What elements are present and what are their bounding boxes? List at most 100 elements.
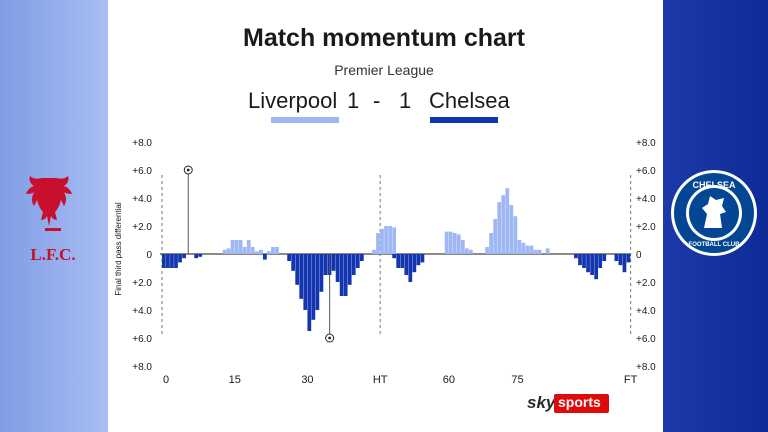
- home-bar: [246, 240, 251, 254]
- y-tick-label-left: +2.0: [132, 278, 152, 289]
- y-tick-label-left: +8.0: [132, 362, 152, 373]
- home-bar: [469, 249, 473, 254]
- away-bar: [343, 254, 348, 296]
- away-bar: [166, 254, 170, 268]
- crest-text: L.F.C.: [30, 245, 75, 264]
- home-bar: [517, 240, 522, 254]
- away-score: 1: [399, 88, 412, 113]
- away-bar: [412, 254, 417, 273]
- away-bar: [602, 254, 607, 261]
- y-tick-label-right: +2.0: [636, 222, 656, 233]
- x-tick-label: 0: [163, 374, 169, 386]
- home-bar: [460, 240, 465, 254]
- football-icon-center: [186, 168, 190, 172]
- away-bar: [396, 254, 401, 268]
- away-bar: [590, 254, 594, 275]
- sports-logo-text: sports: [558, 394, 601, 410]
- home-bar: [238, 240, 243, 254]
- home-bar: [521, 242, 526, 254]
- y-tick-label-right: +4.0: [636, 306, 656, 317]
- football-icon-center: [328, 336, 332, 340]
- y-tick-label-left: 0: [146, 250, 152, 261]
- home-bar: [258, 249, 263, 254]
- away-bar: [574, 254, 578, 259]
- y-tick-label-left: +4.0: [132, 194, 152, 205]
- y-axis-label: Final third pass differential: [114, 202, 123, 295]
- x-tick-label: 15: [229, 374, 241, 386]
- away-bar: [323, 254, 328, 275]
- away-bar: [586, 254, 590, 273]
- home-bar: [275, 247, 279, 254]
- home-bar: [234, 240, 239, 254]
- y-tick-label-left: +4.0: [132, 306, 152, 317]
- away-bar: [319, 254, 324, 292]
- home-bar: [497, 202, 502, 254]
- home-bar: [242, 247, 247, 254]
- away-bar: [582, 254, 586, 268]
- away-legend-swatch: [430, 117, 498, 123]
- away-bar: [291, 254, 296, 271]
- y-tick-label-right: +8.0: [636, 138, 656, 149]
- home-score: 1: [347, 88, 360, 113]
- y-tick-label-right: +6.0: [636, 334, 656, 345]
- away-bar: [618, 254, 623, 266]
- home-bar: [529, 245, 534, 254]
- home-bar: [533, 249, 538, 254]
- crest-text-top: CHELSEA: [692, 180, 736, 190]
- liverpool-crest-icon: L.F.C.: [26, 176, 76, 264]
- away-bar: [420, 254, 425, 263]
- home-bar: [388, 226, 392, 254]
- home-bar: [545, 248, 550, 254]
- y-tick-label-left: +2.0: [132, 222, 152, 233]
- away-bar: [303, 254, 308, 310]
- away-bar: [162, 254, 166, 268]
- x-tick-label: FT: [624, 374, 638, 386]
- away-bar: [359, 254, 364, 261]
- away-bar: [594, 254, 599, 280]
- away-bar: [408, 254, 413, 282]
- away-bar: [170, 254, 174, 268]
- home-bar: [226, 248, 231, 254]
- home-team-name: Liverpool: [248, 88, 338, 113]
- away-bar: [355, 254, 360, 268]
- sky-logo-text: sky: [527, 393, 556, 412]
- away-bar: [331, 254, 336, 271]
- y-tick-label-left: +6.0: [132, 334, 152, 345]
- home-bar: [485, 247, 489, 254]
- y-tick-label-left: +8.0: [132, 138, 152, 149]
- home-legend-swatch: [271, 117, 339, 123]
- home-bar: [271, 247, 275, 254]
- home-bar: [380, 228, 384, 254]
- away-bar: [392, 254, 397, 259]
- y-tick-label-right: +8.0: [636, 362, 656, 373]
- away-bar: [416, 254, 421, 266]
- y-tick-label-right: +4.0: [636, 194, 656, 205]
- y-tick-label-right: +6.0: [636, 166, 656, 177]
- sky-sports-logo: sky sports: [527, 393, 609, 413]
- x-tick-label: 75: [511, 374, 523, 386]
- home-bar: [376, 233, 380, 254]
- away-bar: [295, 254, 300, 285]
- home-bar: [456, 234, 461, 254]
- away-bar: [315, 254, 320, 310]
- home-bar: [509, 205, 514, 254]
- home-bar: [513, 216, 518, 254]
- crest-text-bottom: FOOTBALL CLUB: [689, 242, 741, 248]
- away-bar: [578, 254, 582, 266]
- home-bar: [525, 245, 530, 254]
- home-bar: [505, 188, 510, 254]
- score-separator: -: [373, 88, 381, 113]
- home-bar: [465, 248, 469, 254]
- away-team-name: Chelsea: [429, 88, 510, 113]
- home-bar: [267, 251, 271, 254]
- away-bar: [622, 254, 627, 273]
- x-tick-label: 30: [301, 374, 313, 386]
- home-bar: [254, 251, 259, 254]
- away-bar: [263, 254, 267, 260]
- home-bar: [501, 195, 506, 254]
- home-bar: [537, 249, 542, 254]
- x-tick-label: HT: [373, 374, 388, 386]
- chart-title: Match momentum chart: [243, 24, 525, 52]
